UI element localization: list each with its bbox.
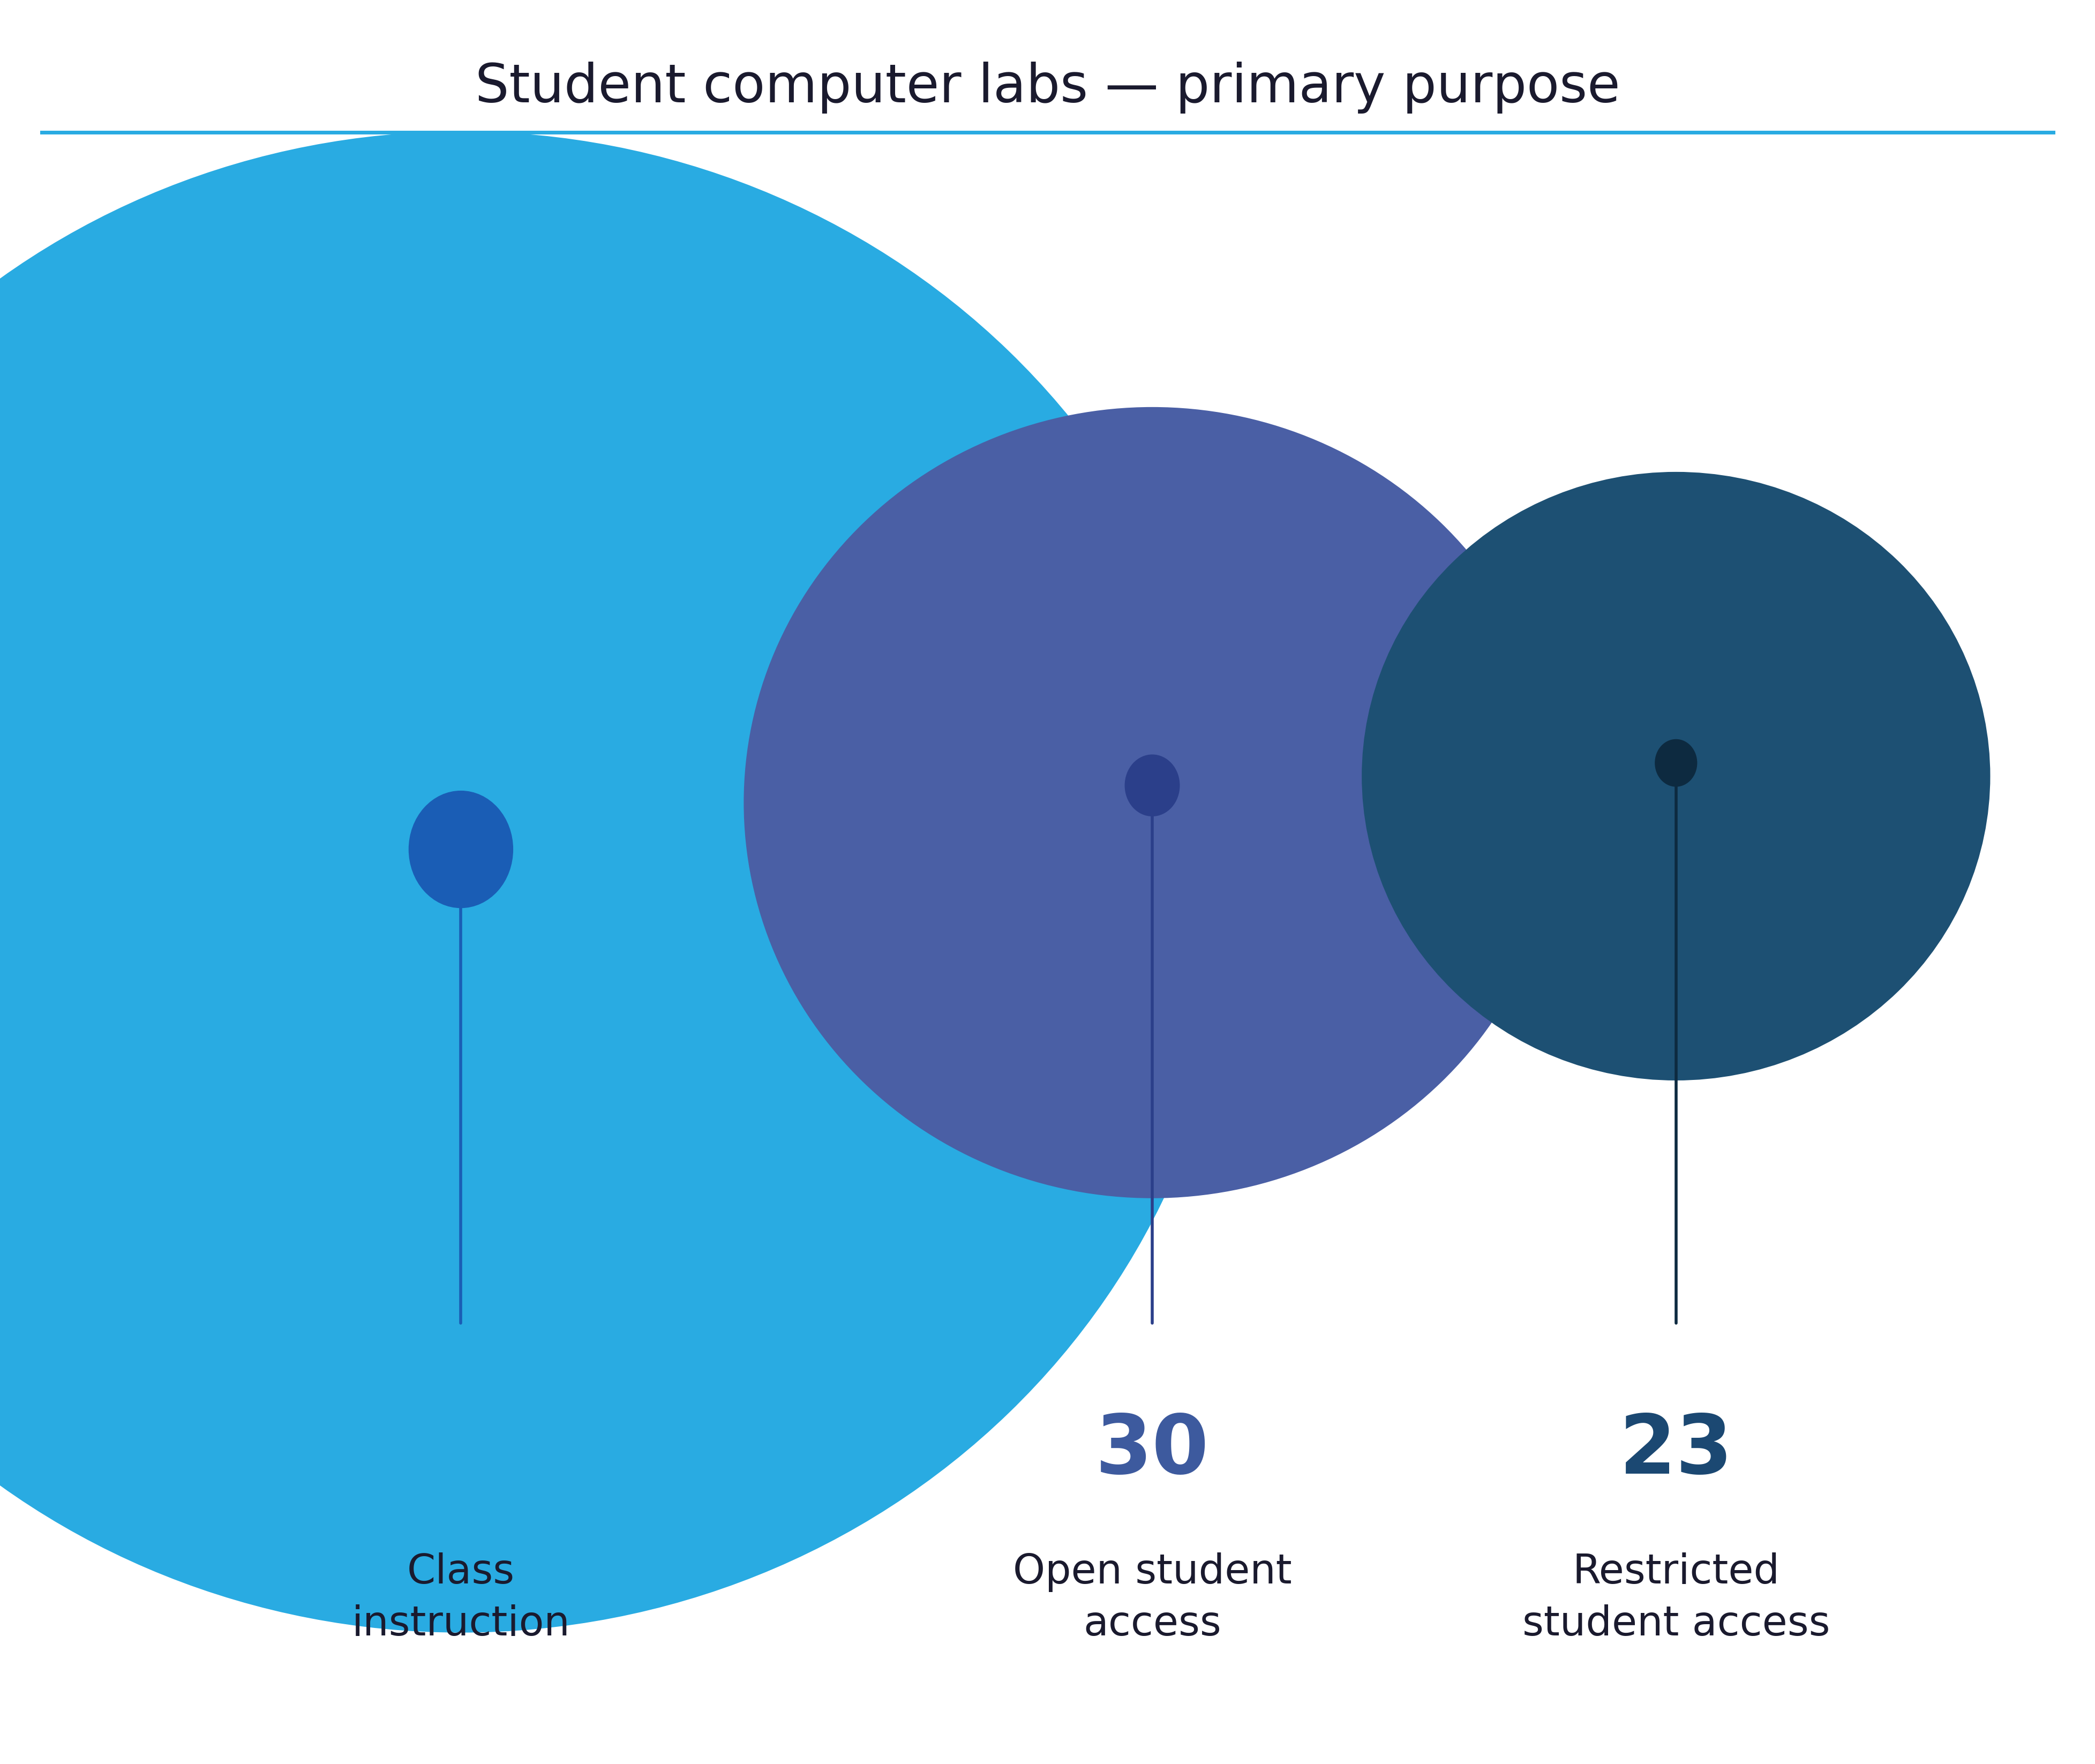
Text: Restricted
student access: Restricted student access [1523, 1552, 1829, 1644]
Text: Open student
access: Open student access [1012, 1552, 1293, 1644]
Ellipse shape [409, 790, 513, 908]
Ellipse shape [744, 407, 1561, 1198]
Text: Class
instruction: Class instruction [352, 1552, 570, 1644]
Ellipse shape [1362, 473, 1990, 1081]
Text: 23: 23 [1619, 1411, 1733, 1491]
Ellipse shape [1655, 739, 1697, 787]
Text: 30: 30 [1096, 1411, 1209, 1491]
Text: 58: 58 [404, 1411, 517, 1491]
Text: Student computer labs — primary purpose: Student computer labs — primary purpose [476, 62, 1619, 113]
Ellipse shape [1125, 755, 1179, 817]
Ellipse shape [0, 131, 1236, 1633]
